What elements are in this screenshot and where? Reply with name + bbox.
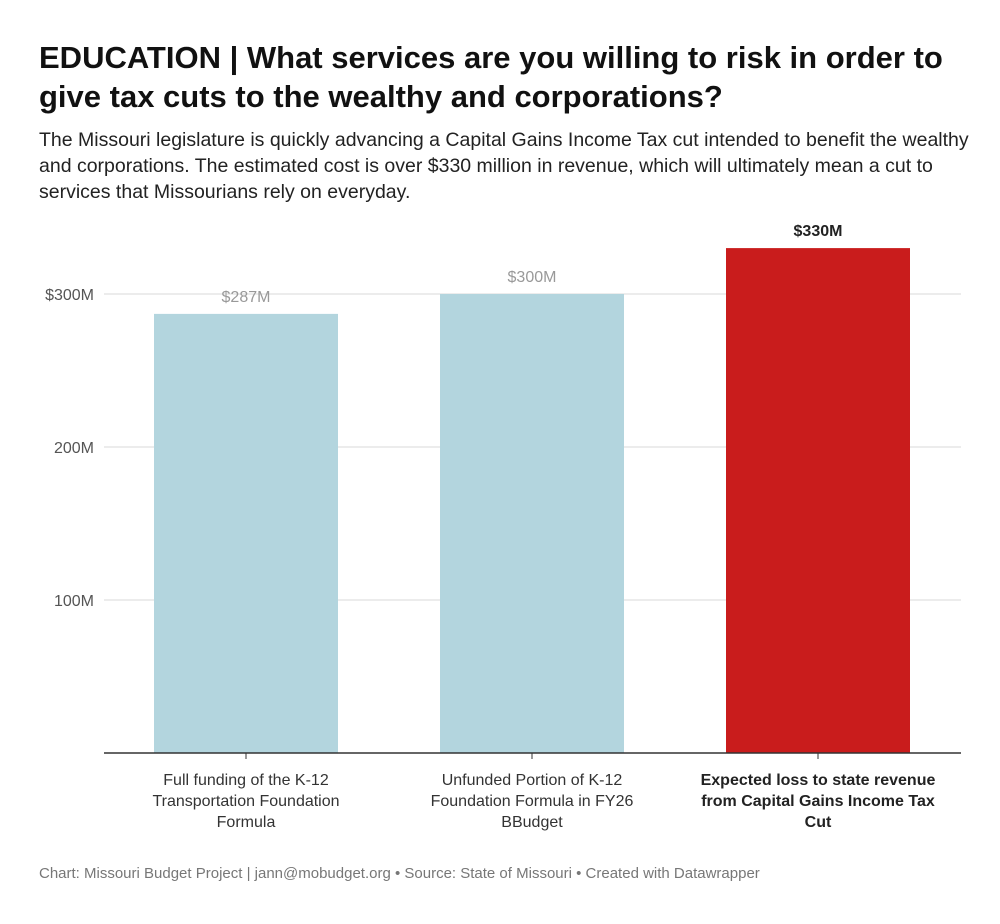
y-tick-label: 200M	[54, 440, 94, 457]
value-label-1: $287M	[222, 289, 271, 306]
x-category-label-1: Full funding of the K-12 Transportation F…	[152, 772, 339, 831]
chart-title: EDUCATION | What services are you willin…	[39, 40, 943, 114]
y-tick-label: 100M	[54, 593, 94, 610]
value-label-3: $330M	[794, 223, 843, 240]
x-category-label-3: Expected loss to state revenue from Capit…	[701, 772, 936, 831]
x-axis: Full funding of the K-12 Transportation F…	[104, 752, 961, 831]
bar-3	[726, 248, 910, 753]
bar-chart: 100M 200M $300M $287M $300M $330M Full fundi…	[45, 223, 961, 831]
bar-2	[440, 294, 624, 753]
y-tick-label: $300M	[45, 287, 94, 304]
bars	[154, 248, 910, 753]
bar-1	[154, 313, 338, 753]
chart-subtitle: The Missouri legislature is quickly adva…	[39, 129, 969, 203]
chart-footer: Chart: Missouri Budget Project | jann@mo…	[39, 865, 760, 882]
value-labels: $287M $300M $330M	[222, 223, 843, 306]
x-category-label-2: Unfunded Portion of K-12 Foundation Formu…	[431, 772, 634, 831]
value-label-2: $300M	[508, 269, 557, 286]
